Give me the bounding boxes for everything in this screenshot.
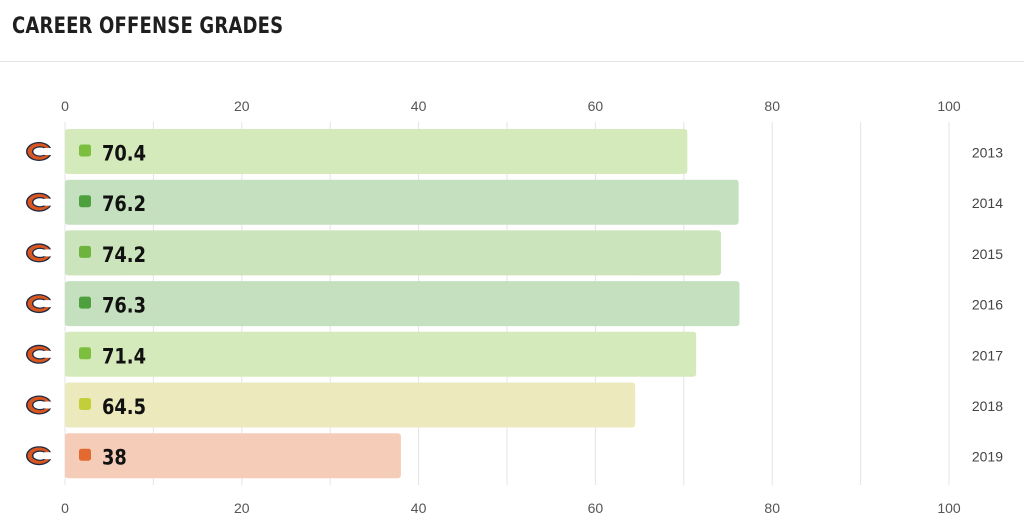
bar-row: 76.3 2016 <box>26 281 1003 327</box>
bar <box>65 331 697 377</box>
grade-marker <box>79 296 91 309</box>
x-tick-label-bottom: 40 <box>411 500 427 516</box>
season-label: 2013 <box>972 145 1003 161</box>
bar <box>65 179 739 225</box>
season-label: 2018 <box>972 398 1003 414</box>
bar <box>65 382 636 428</box>
bar-value-label: 38 <box>102 445 127 470</box>
team-logo-icon <box>26 294 55 314</box>
bar <box>65 129 688 174</box>
bar-row: 74.2 2015 <box>26 230 1003 276</box>
season-label: 2016 <box>972 297 1003 313</box>
bar-row: 70.4 2013 <box>26 129 1003 174</box>
x-tick-label-bottom: 80 <box>764 500 780 516</box>
team-logo-icon <box>26 344 55 364</box>
chart-header: CAREER OFFENSE GRADES <box>0 0 1024 62</box>
x-tick-label-bottom: 0 <box>61 500 69 516</box>
grade-marker <box>79 144 91 157</box>
bar-row: 71.4 2017 <box>26 331 1003 377</box>
bar-value-label: 70.4 <box>102 141 146 166</box>
team-logo-icon <box>26 395 55 415</box>
x-axis-bottom: 0 20 40 60 80 100 <box>61 500 961 516</box>
x-tick-label-bottom: 100 <box>937 500 961 516</box>
chart-title: CAREER OFFENSE GRADES <box>12 14 284 39</box>
x-tick-label-top: 60 <box>588 98 604 114</box>
season-label: 2015 <box>972 246 1003 262</box>
bar-value-label: 76.2 <box>102 192 146 217</box>
x-tick-label-bottom: 20 <box>234 500 250 516</box>
season-label: 2017 <box>972 347 1003 363</box>
x-tick-label-top: 80 <box>764 98 780 114</box>
grade-marker <box>79 448 91 461</box>
grade-marker <box>79 347 91 360</box>
x-tick-label-top: 40 <box>411 98 427 114</box>
bar <box>65 281 740 327</box>
bar-value-label: 64.5 <box>102 395 146 420</box>
team-logo-icon <box>26 192 55 212</box>
x-axis-top: 0 20 40 60 80 100 <box>61 98 961 114</box>
bar-rows: 70.4 2013 76.2 2014 74.2 2015 76.3 2016 71.4 2017… <box>26 129 1003 479</box>
bar-row: 64.5 2018 <box>26 382 1003 428</box>
grade-marker <box>79 398 91 410</box>
bar <box>65 433 401 479</box>
x-tick-label-top: 100 <box>937 98 961 114</box>
grade-marker <box>79 195 91 208</box>
x-tick-label-bottom: 60 <box>588 500 604 516</box>
season-label: 2014 <box>972 195 1003 211</box>
season-label: 2019 <box>972 449 1003 465</box>
bar-value-label: 71.4 <box>102 344 146 369</box>
team-logo-icon <box>26 142 55 161</box>
bar-row: 76.2 2014 <box>26 179 1003 225</box>
team-logo-icon <box>26 243 55 263</box>
x-tick-label-top: 0 <box>61 98 69 114</box>
bar <box>65 230 721 276</box>
bar-row: 38 2019 <box>26 433 1003 479</box>
x-tick-label-top: 20 <box>234 98 250 114</box>
team-logo-icon <box>26 446 55 466</box>
bar-value-label: 74.2 <box>102 243 146 268</box>
grade-marker <box>79 245 91 258</box>
bar-value-label: 76.3 <box>102 293 146 318</box>
